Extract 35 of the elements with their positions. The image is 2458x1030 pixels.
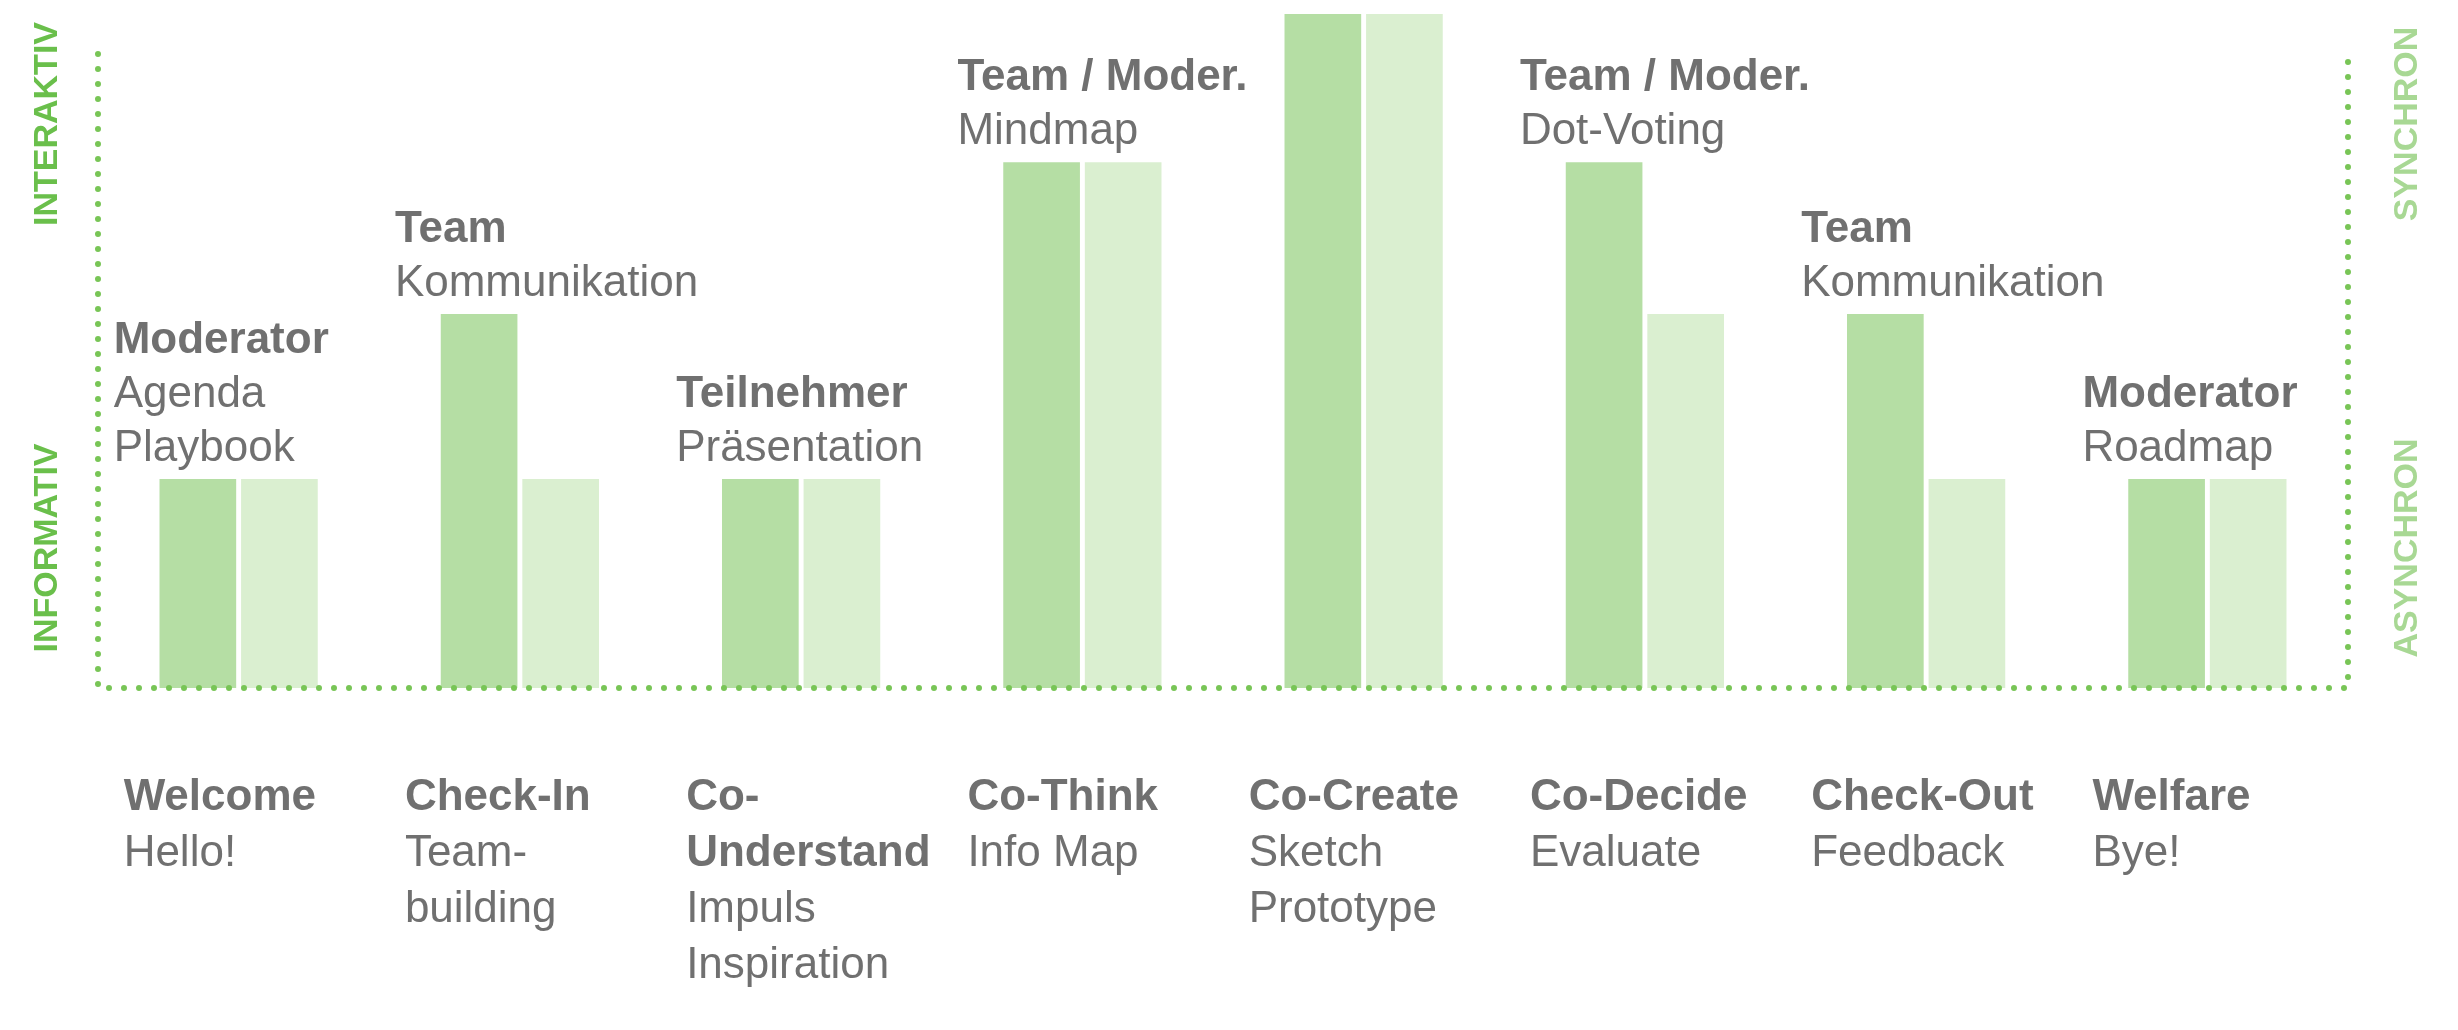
bar bbox=[1084, 162, 1162, 688]
annotation: Team Kommunikation bbox=[394, 202, 699, 306]
x-tick-label: Co-Decide Evaluate bbox=[1529, 770, 1748, 876]
bar bbox=[1647, 313, 1724, 688]
bar bbox=[803, 479, 881, 688]
bar bbox=[1284, 14, 1362, 688]
bar bbox=[440, 313, 518, 688]
x-tick-label: Check-Out Feedback bbox=[1811, 770, 2034, 876]
x-tick-label: Co-Create Sketch Prototype bbox=[1248, 770, 1459, 932]
bar bbox=[1928, 479, 2006, 688]
bar bbox=[522, 479, 599, 688]
x-tick-label: Welcome Hello! bbox=[123, 770, 316, 876]
x-tick-label: Co-Think Info Map bbox=[967, 770, 1159, 876]
annotation: Team / Moder. Mindmap bbox=[957, 50, 1248, 154]
bar bbox=[2128, 479, 2205, 688]
annotation: Moderator Roadmap bbox=[2082, 367, 2298, 471]
text: SYNCHRON bbox=[2386, 26, 2425, 222]
text: INFORMATIV bbox=[26, 443, 65, 653]
bar bbox=[722, 479, 799, 688]
annotation: Moderator Agenda Playbook bbox=[113, 313, 329, 471]
bar bbox=[241, 479, 318, 688]
bar bbox=[2209, 479, 2287, 688]
annotation: Team Kommunikation bbox=[1801, 202, 2105, 306]
x-tick-label: Co-Understand Impuls Inspiration bbox=[686, 770, 931, 988]
annotation: Teilnehmer Präsentation bbox=[676, 367, 924, 471]
bar bbox=[159, 479, 237, 688]
text: ASYNCHRON bbox=[2386, 438, 2425, 658]
x-tick-label: Welfare Bye! bbox=[2092, 770, 2251, 876]
text: INTERAKTIV bbox=[26, 21, 65, 226]
bar bbox=[1565, 162, 1643, 688]
x-tick-label: Check-In Team-building bbox=[404, 770, 591, 932]
bar bbox=[1003, 162, 1080, 688]
annotation: Team / Moder. Dot-Voting bbox=[1519, 50, 1811, 154]
bar bbox=[1366, 14, 1443, 688]
bar bbox=[1847, 313, 1924, 688]
